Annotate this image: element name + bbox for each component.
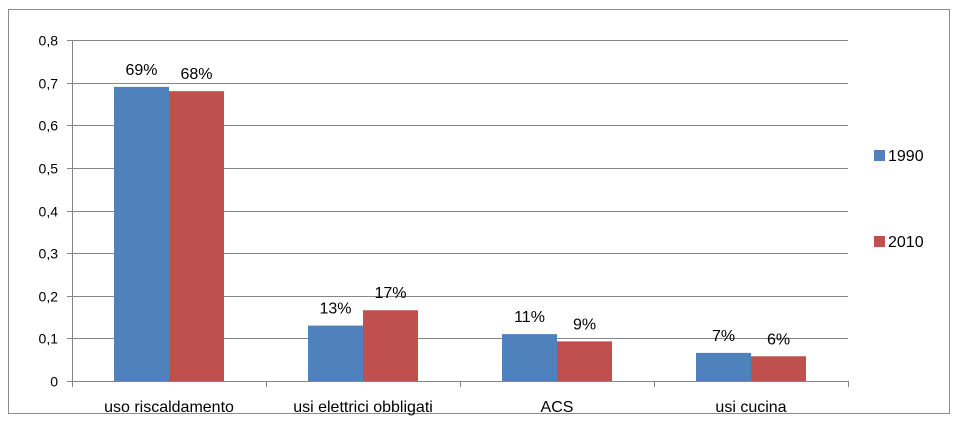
y-tick-label: 0,1 xyxy=(39,331,59,347)
bar-2010 xyxy=(169,91,224,382)
data-labels: 69% 68% 13% 17% 11% 9% 7% 6% xyxy=(125,62,790,348)
bar-1990 xyxy=(502,334,557,381)
data-label: 69% xyxy=(125,62,157,79)
x-category-label: uso riscaldamento xyxy=(104,399,234,416)
x-category-label: usi cucina xyxy=(715,399,786,416)
data-label: 13% xyxy=(319,301,351,318)
y-tick-label: 0,8 xyxy=(39,33,59,49)
data-label: 11% xyxy=(514,309,545,326)
legend-label: 2010 xyxy=(888,234,924,251)
y-tick-label: 0,2 xyxy=(39,289,59,305)
legend: 1990 2010 xyxy=(874,148,924,251)
legend-swatch-2010 xyxy=(874,236,885,247)
y-tick-label: 0,5 xyxy=(39,161,59,177)
y-tick-label: 0 xyxy=(50,374,58,390)
data-label: 9% xyxy=(573,316,596,333)
x-category-label: usi elettrici obbligati xyxy=(293,399,433,416)
bar-2010 xyxy=(751,356,806,381)
data-label: 6% xyxy=(767,331,790,348)
data-label: 68% xyxy=(180,66,212,83)
axes: 0 0,1 0,2 0,3 0,4 0,5 0,6 0,7 0,8 uso riscaldamen… xyxy=(39,33,849,416)
y-tick-label: 0,7 xyxy=(39,76,59,92)
bar-1990 xyxy=(114,86,169,381)
bar-1990 xyxy=(696,352,751,381)
y-tick-label: 0,4 xyxy=(39,204,59,220)
y-tick-label: 0,3 xyxy=(39,246,59,262)
legend-swatch-1990 xyxy=(874,150,885,161)
bars xyxy=(114,86,806,382)
y-tick-label: 0,6 xyxy=(39,118,59,134)
bar-2010 xyxy=(557,341,612,381)
data-label: 7% xyxy=(712,328,735,345)
x-category-label: ACS xyxy=(541,399,574,416)
legend-label: 1990 xyxy=(888,148,924,165)
bar-1990 xyxy=(308,325,363,381)
data-label: 17% xyxy=(374,285,406,302)
bar-2010 xyxy=(363,310,418,381)
